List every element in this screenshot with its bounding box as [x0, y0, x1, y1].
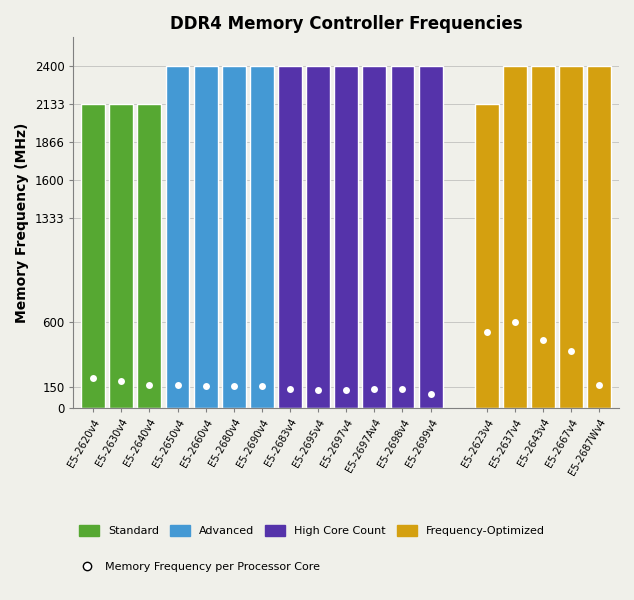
Bar	[109, 104, 133, 408]
Bar	[306, 66, 330, 408]
Bar	[222, 66, 246, 408]
Bar	[278, 66, 302, 408]
Bar	[138, 104, 161, 408]
Bar	[587, 66, 611, 408]
Bar	[559, 66, 583, 408]
Bar	[531, 66, 555, 408]
Bar	[81, 104, 105, 408]
Bar	[165, 66, 190, 408]
Bar	[334, 66, 358, 408]
Bar	[391, 66, 415, 408]
Legend: Memory Frequency per Processor Core: Memory Frequency per Processor Core	[79, 562, 320, 572]
Bar	[363, 66, 386, 408]
Title: DDR4 Memory Controller Frequencies: DDR4 Memory Controller Frequencies	[170, 15, 522, 33]
Bar	[250, 66, 274, 408]
Bar	[193, 66, 217, 408]
Bar	[503, 66, 527, 408]
Y-axis label: Memory Frequency (MHz): Memory Frequency (MHz)	[15, 122, 29, 323]
Bar	[475, 104, 499, 408]
Bar	[418, 66, 443, 408]
